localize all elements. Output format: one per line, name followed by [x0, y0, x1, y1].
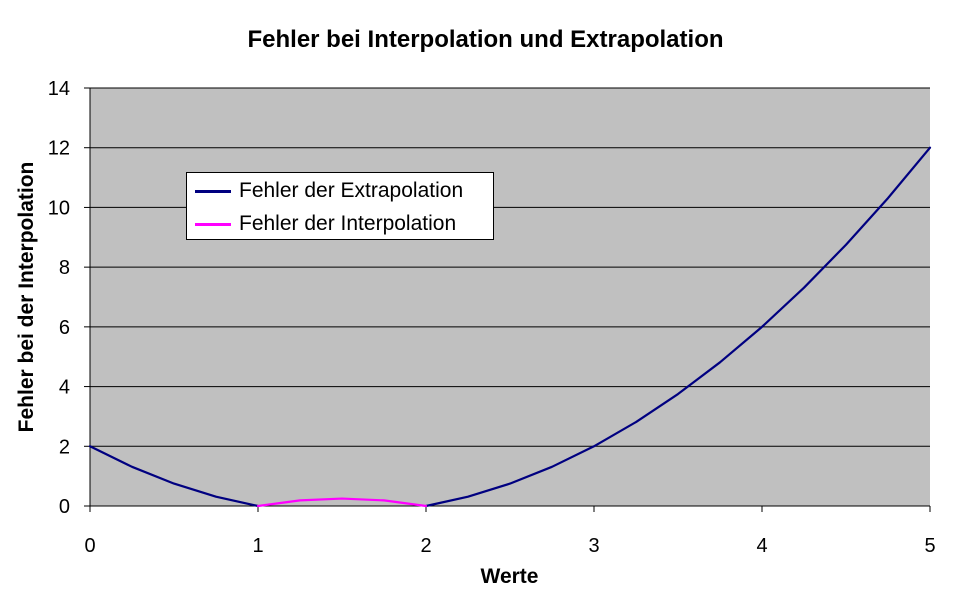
- legend-item-interpolation: Fehler der Interpolation: [195, 209, 456, 239]
- axes: [89, 88, 930, 507]
- series-line-0-segment-1: [424, 146, 932, 508]
- chart-title: Fehler bei Interpolation und Extrapolati…: [247, 26, 724, 53]
- y-tick-label-8: 8: [59, 257, 70, 279]
- x-tick-label-1: 1: [252, 535, 263, 557]
- y-tick-label-12: 12: [48, 138, 70, 160]
- y-tick-label-10: 10: [48, 197, 70, 219]
- x-tick-label-5: 5: [924, 535, 935, 557]
- y-tick-label-0: 0: [59, 496, 70, 518]
- legend: Fehler der Extrapolation Fehler der Inte…: [186, 172, 494, 240]
- x-axis-title: Werte: [480, 565, 539, 588]
- legend-item-extrapolation: Fehler der Extrapolation: [195, 176, 463, 206]
- x-tick-label-3: 3: [588, 535, 599, 557]
- x-tick-label-0: 0: [84, 535, 95, 557]
- legend-swatch-extrapolation: [195, 189, 231, 193]
- x-tick-label-2: 2: [420, 535, 431, 557]
- series-lines: [88, 146, 932, 508]
- legend-label-extrapolation: Fehler der Extrapolation: [239, 179, 464, 202]
- plot-area: [90, 88, 930, 506]
- series-line-0-segment-0: [88, 445, 260, 508]
- y-tick-label-4: 4: [59, 377, 70, 399]
- series-line-1-segment-0: [256, 497, 428, 508]
- y-tick-label-14: 14: [48, 78, 70, 100]
- legend-label-interpolation: Fehler der Interpolation: [239, 212, 457, 235]
- x-tick-label-4: 4: [756, 535, 767, 557]
- legend-swatch-interpolation: [195, 222, 231, 226]
- y-tick-label-6: 6: [59, 317, 70, 339]
- y-tick-label-2: 2: [59, 436, 70, 458]
